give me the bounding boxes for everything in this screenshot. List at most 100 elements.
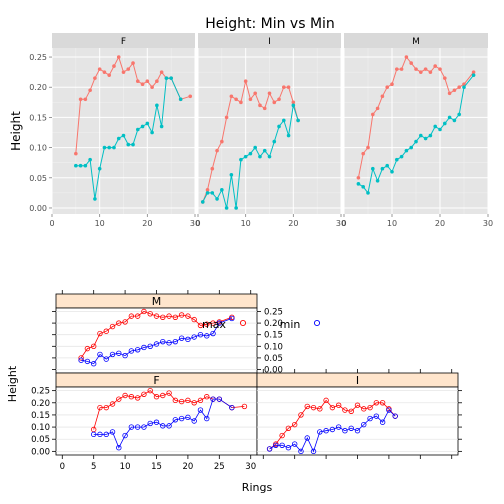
x-tick-label: 30	[336, 219, 346, 228]
data-point	[291, 421, 298, 428]
data-point	[234, 97, 238, 102]
data-point	[90, 361, 97, 367]
y-tick-label: 0.25	[29, 53, 47, 62]
data-point	[457, 112, 462, 117]
data-point	[323, 397, 329, 404]
data-point	[371, 112, 375, 117]
data-point	[185, 313, 191, 319]
data-point	[83, 97, 88, 102]
legend-label: min	[280, 318, 301, 331]
data-point	[166, 390, 172, 396]
data-point	[178, 97, 183, 102]
data-point	[191, 334, 197, 340]
data-point	[258, 154, 262, 159]
data-point	[172, 417, 179, 423]
data-point	[248, 151, 253, 156]
data-point	[366, 145, 370, 150]
data-point	[185, 336, 191, 343]
data-point	[216, 396, 223, 402]
y-axis-label: Height	[9, 111, 23, 151]
data-point	[160, 338, 166, 345]
x-tick-label: 5	[91, 462, 96, 472]
data-point	[188, 94, 193, 99]
data-point	[241, 403, 248, 410]
data-point	[103, 404, 109, 411]
data-point	[97, 404, 103, 411]
data-point	[419, 70, 423, 74]
data-point	[229, 172, 234, 177]
data-point	[204, 333, 210, 339]
data-point	[433, 124, 438, 129]
data-point	[277, 97, 281, 102]
data-point	[234, 206, 238, 210]
data-point	[367, 415, 373, 422]
data-point	[141, 308, 147, 315]
x-tick-label: 10	[241, 219, 251, 228]
data-point	[102, 70, 107, 74]
data-point	[147, 343, 153, 350]
data-point	[128, 313, 135, 319]
data-point	[366, 191, 370, 195]
data-point	[224, 206, 229, 210]
y-tick-label: 0.00	[31, 447, 50, 457]
data-point	[229, 315, 235, 322]
data-point	[317, 406, 323, 412]
data-point	[229, 94, 234, 99]
facet-strip-label: F	[121, 37, 126, 47]
data-point	[172, 314, 179, 320]
data-point	[205, 191, 210, 195]
data-point	[159, 124, 164, 129]
x-tick-label: 10	[95, 219, 105, 228]
data-point	[141, 391, 147, 397]
data-point	[423, 67, 428, 71]
series-line	[80, 311, 233, 359]
data-point	[128, 348, 135, 354]
data-point	[178, 398, 185, 405]
data-point	[452, 118, 457, 123]
data-point	[78, 163, 83, 168]
x-tick-label: 20	[182, 462, 193, 472]
data-point	[279, 432, 285, 439]
data-point	[385, 85, 390, 90]
data-point	[371, 166, 375, 171]
data-point	[134, 395, 141, 401]
data-point	[239, 100, 243, 105]
data-point	[147, 420, 153, 427]
x-tick-label: 10	[387, 219, 397, 228]
data-point	[356, 182, 361, 186]
data-point	[155, 103, 159, 108]
y-tick-label: 0.15	[31, 411, 50, 421]
data-point	[145, 79, 150, 83]
data-point	[452, 88, 457, 93]
legend-marker	[313, 319, 321, 327]
data-point	[380, 94, 385, 99]
data-point	[462, 82, 466, 87]
data-point	[409, 145, 414, 150]
data-point	[285, 425, 292, 431]
x-tick-label: 0	[195, 219, 200, 228]
data-point	[169, 76, 173, 80]
data-point	[361, 151, 366, 156]
data-point	[160, 314, 166, 320]
data-point	[122, 432, 128, 439]
data-point	[160, 423, 166, 429]
data-point	[116, 350, 122, 356]
facet-strip-label: I	[268, 37, 271, 47]
data-point	[131, 142, 135, 147]
data-point	[298, 412, 304, 418]
data-point	[258, 103, 262, 108]
panel-frame	[55, 386, 258, 456]
data-point	[375, 106, 380, 111]
data-point	[131, 61, 135, 65]
data-point	[88, 157, 92, 162]
data-point	[112, 145, 116, 150]
data-point	[93, 197, 97, 201]
data-point	[147, 311, 153, 317]
data-point	[392, 413, 398, 419]
data-point	[97, 67, 102, 71]
data-point	[109, 323, 116, 330]
data-point	[367, 404, 373, 411]
data-point	[121, 70, 126, 74]
data-point	[197, 407, 204, 413]
